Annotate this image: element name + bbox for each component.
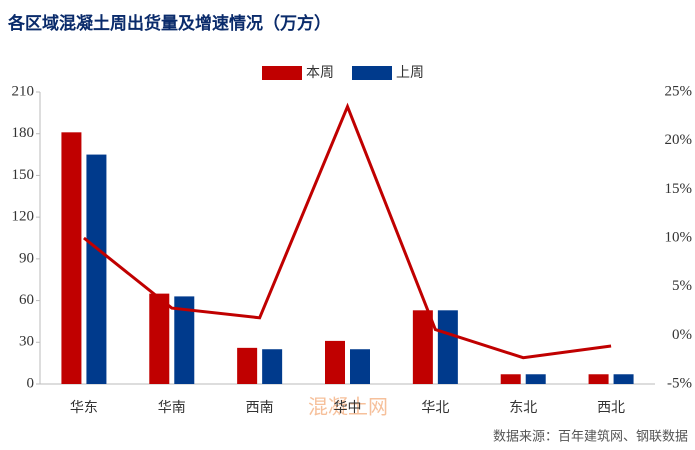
- y-tick-label: 30: [19, 334, 34, 350]
- y-tick-label: 180: [12, 125, 35, 141]
- y-tick-label: 210: [12, 83, 35, 99]
- bar: [437, 310, 458, 384]
- bar: [86, 154, 107, 384]
- legend-swatch: [262, 66, 302, 80]
- legend-swatch: [352, 66, 392, 80]
- x-tick-label: 西南: [246, 400, 274, 416]
- source: 数据来源：百年建筑网、钢联数据: [493, 429, 688, 445]
- x-tick-label: 华中: [334, 400, 362, 416]
- bar: [149, 293, 170, 384]
- legend-label: 本周: [306, 65, 334, 81]
- bar: [525, 374, 546, 384]
- bar: [500, 374, 521, 384]
- x-tick-label: 东北: [509, 400, 537, 416]
- y2-tick-label: 20%: [665, 132, 693, 148]
- x-tick-label: 华东: [70, 400, 98, 416]
- bar: [174, 296, 195, 384]
- bar: [325, 340, 345, 384]
- y2-tick-label: 15%: [665, 181, 693, 197]
- x-tick-label: 华南: [158, 400, 186, 416]
- y2-tick-label: 10%: [665, 229, 693, 245]
- bar: [61, 132, 82, 384]
- bar: [613, 374, 634, 384]
- y-tick-label: 150: [12, 167, 35, 183]
- watermark: 混凝土网: [308, 395, 388, 419]
- y2-tick-label: -5%: [667, 375, 692, 391]
- bar: [350, 349, 370, 384]
- x-tick-label: 西北: [597, 400, 625, 416]
- y-tick-label: 60: [19, 292, 34, 308]
- y2-tick-label: 25%: [665, 83, 693, 99]
- line: [82, 102, 612, 360]
- legend-label: 上周: [396, 65, 424, 81]
- chart-title: 各区域混凝土周出货量及增速情况（万方）: [7, 13, 331, 34]
- bar: [412, 310, 433, 384]
- y2-tick-label: 5%: [672, 278, 692, 294]
- y2-tick-label: 0%: [672, 327, 692, 343]
- bar: [262, 349, 283, 384]
- y-tick-label: 120: [12, 209, 35, 225]
- bar: [588, 374, 609, 384]
- bar: [237, 347, 258, 384]
- y-tick-label: 0: [27, 375, 35, 391]
- x-tick-label: 华北: [421, 400, 449, 416]
- y-tick-label: 90: [19, 250, 34, 266]
